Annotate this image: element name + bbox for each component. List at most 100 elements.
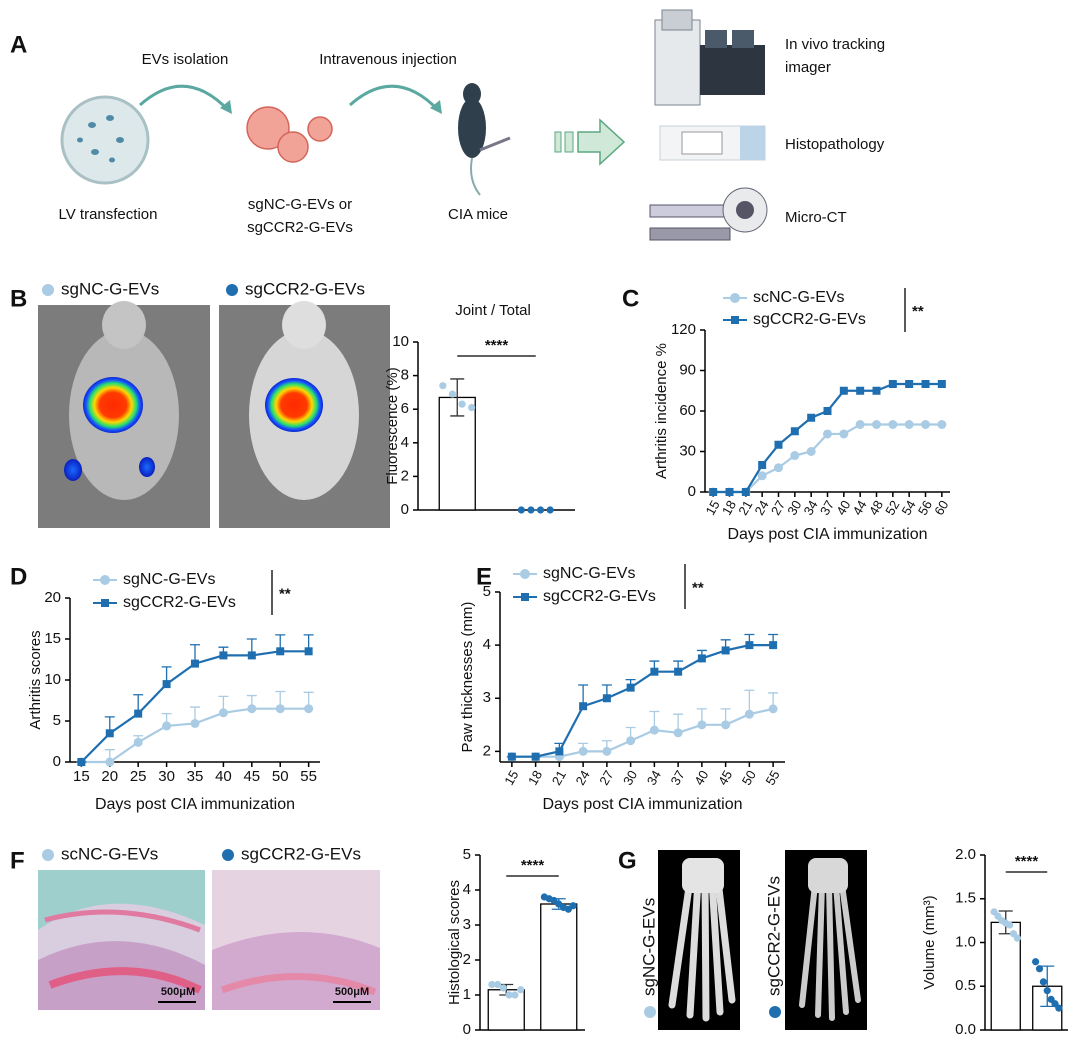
histology-image: 500μM 500μM <box>38 870 380 1010</box>
data-point <box>725 488 734 496</box>
y-tick-label: 0 <box>401 501 409 518</box>
readout-label: Micro-CT <box>785 209 847 226</box>
micro-ct-image <box>658 850 867 1030</box>
data-point <box>790 451 800 461</box>
x-axis-label: Days post CIA immunization <box>542 796 742 813</box>
error-bar <box>1040 965 1055 1008</box>
legend-label: scNC-G-EVs <box>61 844 158 863</box>
arrow <box>139 84 230 112</box>
imager-icon <box>654 9 765 106</box>
x-tick-label: 24 <box>572 768 592 788</box>
panel-label: C <box>622 285 639 312</box>
data-point <box>721 720 731 730</box>
x-axis-label: Days post CIA immunization <box>727 526 927 543</box>
x-tick-label: 25 <box>130 768 147 785</box>
data-point <box>937 380 946 388</box>
x-tick-label: 15 <box>501 768 521 788</box>
data-point <box>276 647 285 656</box>
x-tick-label: 52 <box>882 498 902 518</box>
data-point <box>768 704 778 714</box>
data-point <box>190 718 200 728</box>
data-point <box>507 752 516 761</box>
y-tick-label: 2 <box>483 742 491 759</box>
legend-marker <box>42 849 54 861</box>
y-axis-label: Histological scores <box>446 880 463 1005</box>
arrow-label: Intravenous injection <box>319 51 457 68</box>
legend-marker <box>100 575 110 585</box>
x-tick-label: 37 <box>667 768 687 788</box>
series-line <box>511 644 774 758</box>
legend-marker <box>101 599 109 607</box>
legend-marker <box>520 569 530 579</box>
data-point <box>774 463 783 473</box>
legend-marker <box>42 284 54 296</box>
scale-bar-label: 500μM <box>335 986 369 998</box>
x-tick-label: 15 <box>73 768 90 785</box>
data-point <box>218 708 228 718</box>
x-tick-label: 45 <box>243 768 260 785</box>
y-tick-label: 1.5 <box>955 890 976 907</box>
data-point <box>741 488 750 496</box>
data-point <box>1013 934 1021 942</box>
y-tick-label: 5 <box>53 712 61 729</box>
x-tick-label: 40 <box>215 768 232 785</box>
y-axis-label: Paw thicknesses (mm) <box>459 602 476 753</box>
x-tick-label: 56 <box>915 498 935 518</box>
data-point <box>555 747 564 756</box>
data-point <box>697 654 706 663</box>
data-point <box>1055 1004 1063 1012</box>
chart-title: Joint / Total <box>455 302 531 319</box>
x-tick-label: 24 <box>752 498 772 518</box>
data-point <box>905 380 914 388</box>
data-point <box>488 980 496 989</box>
y-tick-label: 2.0 <box>955 846 976 863</box>
x-tick-label: 60 <box>931 498 951 518</box>
readout-label: Histopathology <box>785 136 885 153</box>
y-tick-label: 3 <box>483 689 491 706</box>
x-tick-label: 30 <box>620 768 640 788</box>
significance: **** <box>485 337 509 354</box>
data-point <box>721 646 730 655</box>
data-point <box>247 651 256 660</box>
panel-label: D <box>10 563 27 590</box>
data-point <box>626 736 636 746</box>
legend-label: sgCCR2-G-EVs <box>543 588 656 605</box>
x-tick-label: 34 <box>801 498 821 518</box>
legend-marker <box>769 1006 781 1018</box>
x-tick-label: 40 <box>833 498 853 518</box>
y-tick-label: 3 <box>463 916 471 933</box>
x-tick-label: 34 <box>644 768 664 788</box>
y-tick-label: 4 <box>483 636 491 653</box>
data-point <box>769 641 778 650</box>
step-label: sgNC-G-EVs or <box>248 196 352 213</box>
x-tick-label: 27 <box>768 498 788 518</box>
y-tick-label: 90 <box>679 361 696 378</box>
y-tick-label: 0 <box>463 1021 471 1038</box>
x-tick-label: 45 <box>715 768 735 788</box>
legend-label: sgNC-G-EVs <box>543 565 635 582</box>
data-point <box>105 729 114 738</box>
data-point <box>191 659 199 668</box>
panel-label: B <box>10 285 27 312</box>
x-tick-label: 54 <box>899 498 919 518</box>
data-point <box>1039 978 1047 986</box>
legend-label: sgCCR2-G-EVs <box>753 311 866 328</box>
legend-marker <box>222 849 234 861</box>
data-point <box>855 420 865 429</box>
panel-a: A LV transfection EVs isolation sgNC-G-E… <box>10 9 885 241</box>
readout-label: In vivo tracking <box>785 36 885 53</box>
data-point <box>247 704 257 714</box>
data-point <box>1032 958 1040 966</box>
data-point <box>536 506 545 514</box>
y-tick-label: 0 <box>53 753 61 770</box>
data-point <box>757 471 767 481</box>
legend-label: sgCCR2-G-EVs <box>245 279 365 298</box>
data-point <box>77 758 86 766</box>
x-tick-label: 44 <box>850 498 870 518</box>
data-point <box>531 752 540 761</box>
data-point <box>105 757 115 767</box>
panel-label: E <box>476 563 492 590</box>
data-point <box>602 694 611 703</box>
data-point <box>527 506 535 514</box>
legend-label: scNC-G-EVs <box>753 289 845 306</box>
